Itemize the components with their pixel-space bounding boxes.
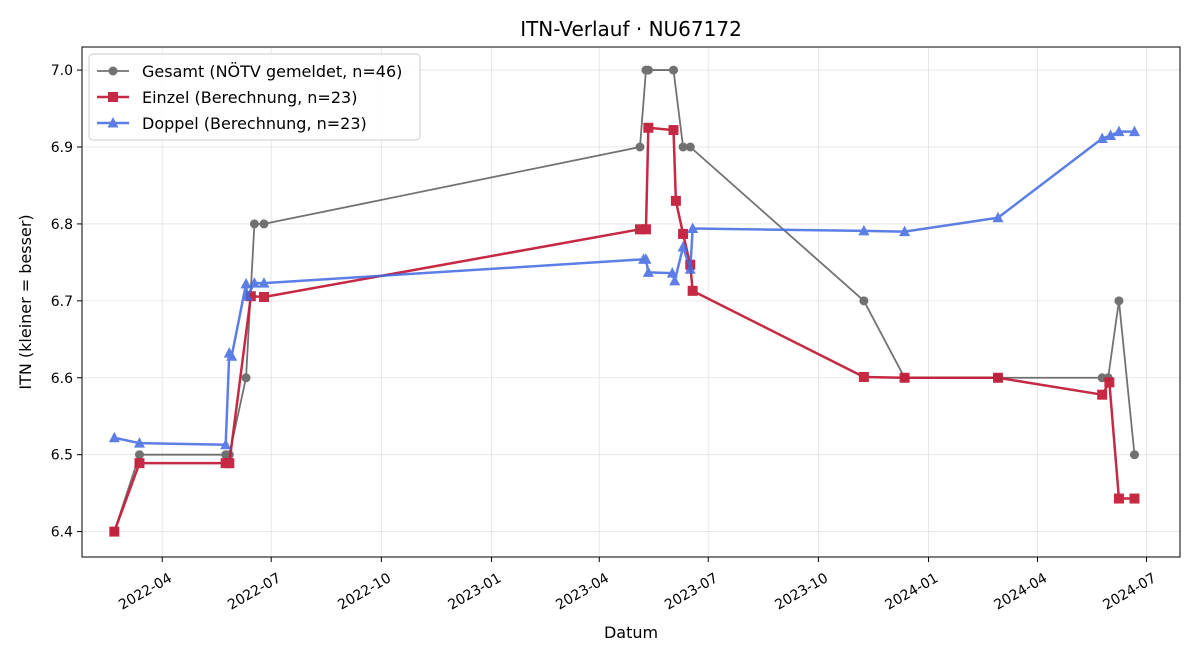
data-point	[668, 125, 679, 136]
data-point	[241, 373, 251, 383]
data-point	[224, 458, 235, 469]
series-2	[109, 122, 1140, 537]
data-point	[858, 224, 870, 236]
data-point	[249, 219, 259, 229]
legend-swatch-marker	[108, 66, 118, 76]
series-line	[114, 130, 1135, 446]
data-point	[685, 142, 695, 152]
legend-swatch-marker	[108, 92, 118, 102]
data-point	[226, 350, 238, 361]
x-axis-label: Datum	[604, 623, 658, 642]
y-tick-label: 6.9	[51, 140, 73, 156]
data-point	[640, 253, 652, 264]
data-point	[687, 222, 699, 234]
x-tick-label: 2022-07	[225, 570, 284, 613]
x-tick-label: 2023-01	[445, 570, 504, 613]
data-point	[248, 277, 260, 288]
data-point	[1128, 125, 1140, 137]
data-point	[677, 241, 689, 252]
data-point	[678, 228, 689, 239]
data-point	[108, 431, 120, 443]
data-point	[669, 65, 679, 75]
data-point	[1129, 450, 1139, 460]
data-point	[245, 291, 256, 302]
legend-box	[88, 53, 421, 141]
x-tick-label: 2023-04	[553, 570, 612, 613]
data-point	[670, 195, 681, 206]
data-point	[666, 267, 678, 278]
data-point	[1097, 389, 1108, 400]
data-point	[1113, 493, 1124, 504]
data-point	[643, 65, 653, 75]
data-point	[992, 211, 1004, 223]
legend-swatch-marker	[107, 117, 119, 128]
y-tick-label: 6.8	[51, 217, 73, 233]
chart-title: ITN-Verlauf · NU67172	[520, 17, 742, 41]
data-point	[134, 450, 144, 460]
data-point	[1129, 493, 1140, 504]
data-point	[109, 526, 120, 537]
data-point	[1096, 132, 1108, 144]
series-line	[113, 126, 1135, 533]
data-point	[642, 266, 654, 277]
series-1	[109, 65, 1139, 537]
data-point	[859, 296, 869, 306]
x-tick-label: 2024-01	[882, 570, 941, 613]
y-tick-label: 7.0	[51, 63, 73, 79]
data-point	[258, 277, 270, 288]
x-axis: 2022-04 2022-07 2022-10 2023-01 2023-04 2023-…	[116, 557, 1159, 613]
x-tick-label: 2024-07	[1100, 570, 1159, 613]
x-tick-label: 2022-10	[335, 570, 394, 613]
data-point	[259, 292, 270, 302]
y-tick-label: 6.5	[51, 448, 73, 464]
data-point	[687, 285, 698, 296]
data-point	[678, 142, 688, 152]
data-point	[992, 372, 1003, 383]
data-point	[259, 219, 269, 229]
y-tick-label: 6.6	[51, 371, 73, 387]
data-point	[640, 224, 651, 235]
data-point	[858, 372, 869, 382]
data-point	[684, 263, 696, 274]
data-point	[240, 277, 252, 289]
data-point	[899, 225, 911, 237]
data-point	[133, 437, 145, 448]
data-point	[643, 122, 654, 133]
data-point	[134, 458, 145, 469]
data-point	[634, 224, 645, 235]
y-tick-label: 6.7	[51, 294, 73, 310]
x-tick-label: 2022-04	[116, 570, 175, 613]
data-point	[669, 274, 681, 286]
data-point	[635, 142, 645, 152]
y-tick-label: 6.4	[51, 525, 73, 541]
legend-label: Doppel (Berechnung, n=23)	[142, 114, 367, 133]
data-point	[241, 290, 253, 301]
data-point	[899, 372, 910, 383]
legend-item	[97, 66, 129, 76]
series-layer	[108, 65, 1140, 537]
data-point	[1105, 129, 1117, 140]
legend-label: Gesamt (NÖTV gemeldet, n=46)	[142, 62, 402, 81]
data-point	[1113, 125, 1125, 137]
x-tick-label: 2024-04	[991, 570, 1050, 613]
data-point	[1104, 377, 1115, 388]
legend-item	[97, 117, 129, 128]
y-axis: 6.4 6.5 6.6 6.7 6.8 6.9 7.0	[51, 63, 82, 541]
legend: Gesamt (NÖTV gemeldet, n=46) Einzel (Bere…	[88, 53, 421, 141]
series-3	[108, 125, 1140, 450]
y-axis-label: ITN (kleiner = besser)	[16, 214, 35, 389]
x-tick-label: 2023-10	[772, 570, 831, 613]
legend-item	[97, 92, 129, 102]
plot-frame	[81, 46, 1181, 558]
legend-label: Einzel (Berechnung, n=23)	[142, 88, 357, 107]
data-point	[1114, 296, 1124, 306]
data-point	[220, 438, 232, 450]
x-tick-label: 2023-07	[662, 570, 721, 613]
